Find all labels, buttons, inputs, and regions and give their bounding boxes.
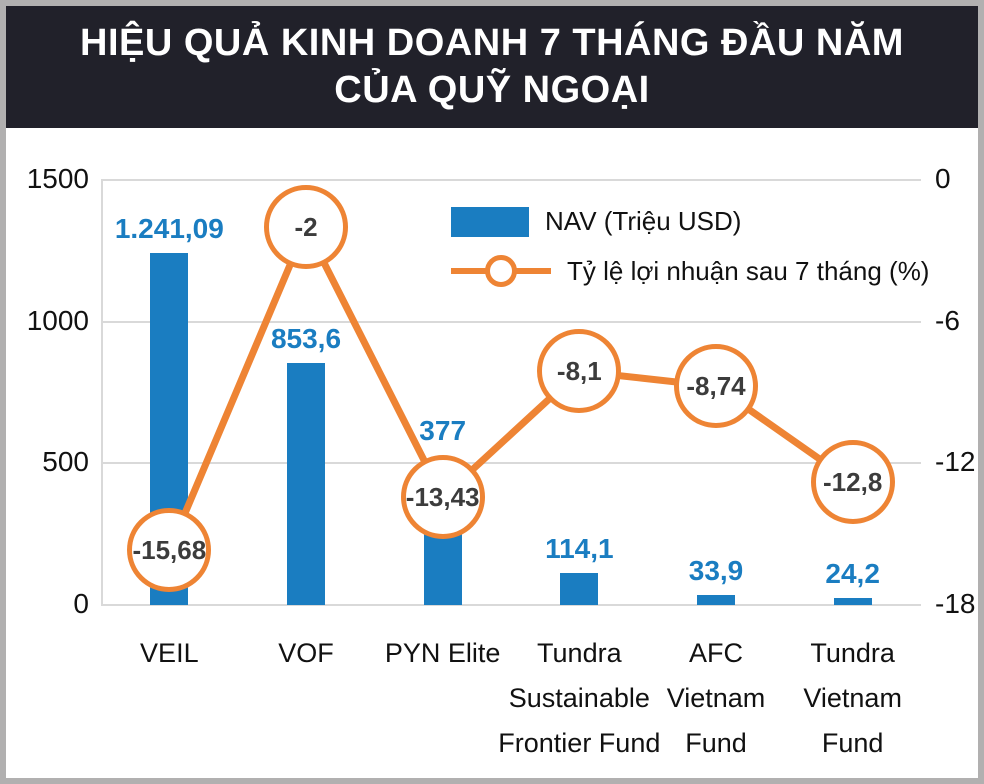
profit-marker: -12,8	[810, 440, 895, 525]
profit-marker: -8,1	[537, 329, 622, 414]
bar-value-label: 114,1	[545, 532, 614, 564]
chart-title: HIỆU QUẢ KINH DOANH 7 THÁNG ĐẦU NĂM CỦA …	[6, 6, 978, 128]
x-category-line: PYN Elite	[384, 638, 501, 668]
x-category-label: AFC Vietnam Fund	[621, 631, 811, 766]
legend-item-nav: NAV (Triệu USD)	[451, 206, 929, 237]
bar-value-label: 377	[419, 415, 467, 447]
bar-value-label: 1.241,09	[114, 213, 224, 245]
legend: NAV (Triệu USD) Tỷ lệ lợi nhuận sau 7 th…	[451, 206, 929, 287]
nav-bar	[560, 572, 599, 605]
x-category-label: VOF	[211, 631, 401, 676]
title-line-1: HIỆU QUẢ KINH DOANH 7 THÁNG ĐẦU NĂM	[80, 21, 904, 64]
bar-value-label: 853,6	[270, 323, 342, 355]
x-category-line: AFC	[689, 638, 743, 668]
right-axis-tick: -6	[935, 304, 960, 336]
x-category-label: VEIL	[74, 631, 264, 676]
x-category-line: Frontier Fund	[498, 728, 661, 758]
x-category-line: Fund	[821, 728, 884, 758]
gridline	[101, 462, 921, 465]
profit-marker-sample	[485, 255, 517, 287]
legend-label-profit: Tỷ lệ lợi nhuận sau 7 tháng (%)	[567, 255, 930, 286]
x-category-line: Sustainable	[508, 683, 650, 713]
x-category-line: Tundra	[537, 638, 622, 668]
profit-line-swatch	[451, 255, 551, 287]
legend-label-nav: NAV (Triệu USD)	[545, 206, 742, 236]
nav-bar	[697, 595, 735, 605]
x-category-label: Tundra Sustainable Frontier Fund	[484, 631, 674, 766]
profit-marker: -13,43	[400, 455, 485, 540]
x-category-label: Tundra Vietnam Fund	[758, 631, 948, 766]
nav-bar-swatch	[451, 206, 529, 237]
x-category-line: VOF	[278, 638, 334, 668]
title-line-2: CỦA QUỸ NGOẠI	[334, 69, 650, 111]
left-axis-tick: 0	[73, 588, 89, 619]
gridline	[101, 604, 921, 606]
x-category-label: PYN Elite	[348, 631, 538, 676]
profit-marker: -15,68	[127, 508, 212, 593]
left-axis-tick: 1000	[26, 304, 89, 336]
nav-bar	[833, 598, 872, 605]
x-category-line: VEIL	[140, 638, 199, 668]
bar-value-label: 24,2	[825, 558, 880, 590]
right-axis-tick: 0	[935, 163, 951, 194]
nav-bar	[287, 363, 325, 605]
gridline	[101, 179, 921, 181]
x-category-line: Fund	[685, 728, 747, 758]
left-axis-tick: 500	[42, 446, 89, 478]
bar-value-label: 33,9	[688, 555, 744, 587]
plot-area: 1500 0 1000 -6 500 -12 0 -18 -15,68 -2 -13,43 -8,1-…	[6, 6, 978, 778]
right-axis-tick: -12	[935, 446, 976, 478]
profit-marker: -8,74	[674, 344, 758, 429]
y-axis-line	[101, 180, 103, 605]
right-axis-tick: -18	[935, 588, 976, 619]
legend-item-profit: Tỷ lệ lợi nhuận sau 7 tháng (%)	[451, 255, 929, 287]
x-category-line: Tundra	[810, 638, 895, 668]
profit-marker: -2	[264, 185, 348, 270]
x-category-line: Vietnam	[803, 683, 902, 713]
x-category-line: Vietnam	[666, 683, 766, 713]
left-axis-tick: 1500	[26, 163, 89, 194]
